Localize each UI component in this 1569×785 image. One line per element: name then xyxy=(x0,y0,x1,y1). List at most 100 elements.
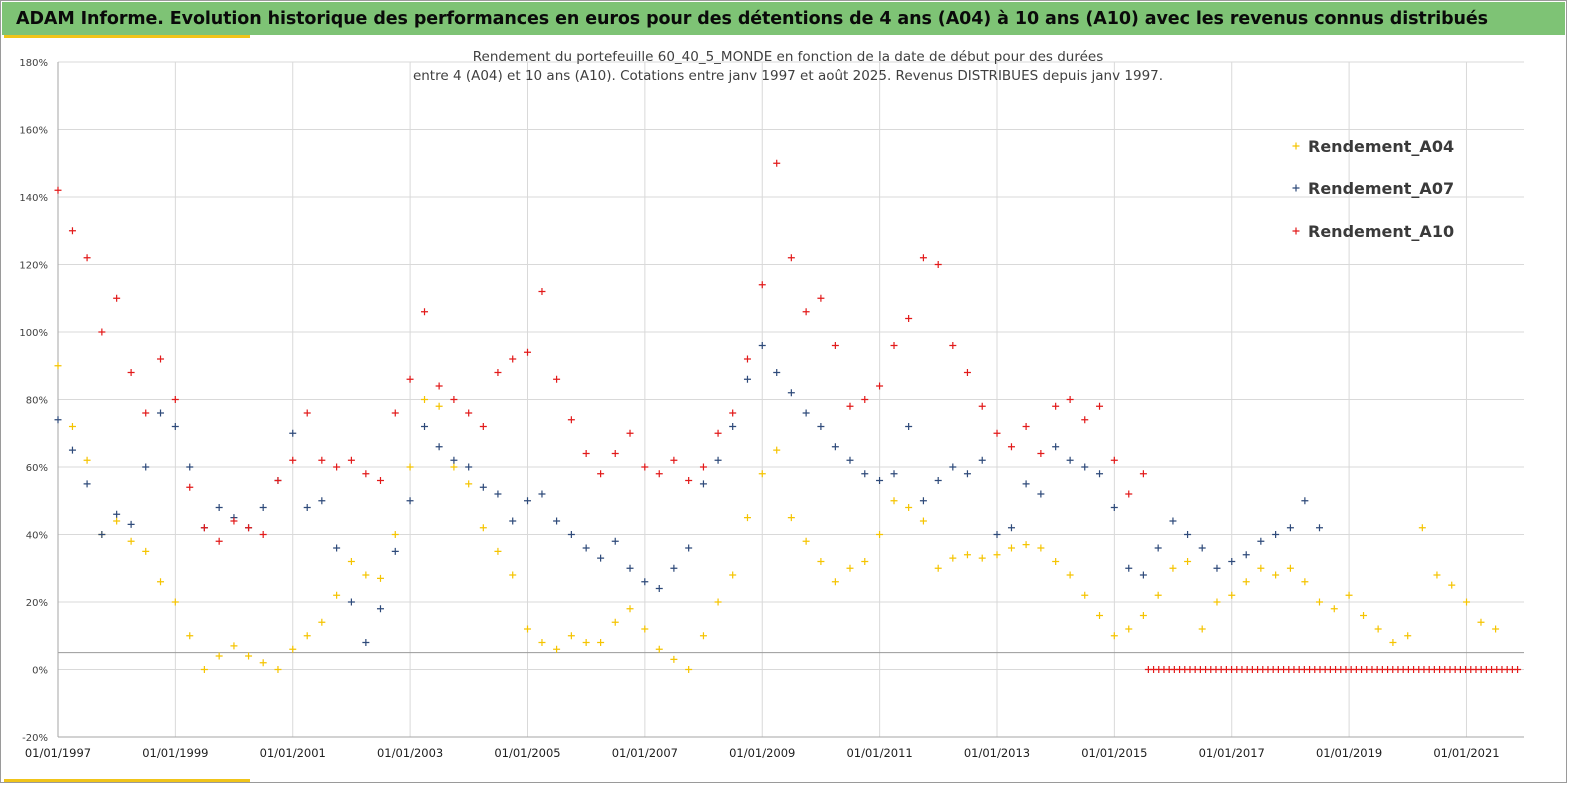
point-a07 xyxy=(626,564,634,572)
y-tick-label: -20% xyxy=(22,733,48,744)
point-a04 xyxy=(1257,564,1265,572)
point-a07 xyxy=(362,639,370,646)
point-a07 xyxy=(479,483,487,491)
point-a07 xyxy=(1184,531,1192,538)
point-a04 xyxy=(157,578,165,586)
point-a07 xyxy=(347,598,355,606)
point-a04 xyxy=(171,598,179,606)
x-tick-label: 01/01/2003 xyxy=(377,746,443,760)
point-a10-zero xyxy=(1514,666,1522,673)
point-a10 xyxy=(1037,450,1045,457)
point-a10 xyxy=(1110,456,1118,464)
point-a04 xyxy=(127,537,135,545)
point-a10 xyxy=(831,342,839,349)
point-a04 xyxy=(1286,564,1294,572)
point-a04 xyxy=(1125,625,1133,633)
point-a10 xyxy=(450,396,458,403)
point-a07 xyxy=(215,504,223,511)
point-a04 xyxy=(83,456,91,464)
point-a10 xyxy=(245,524,253,532)
point-a07 xyxy=(714,456,722,464)
point-a10 xyxy=(714,429,722,437)
data-points xyxy=(54,159,1500,673)
point-a07 xyxy=(318,497,326,505)
point-a10 xyxy=(1096,402,1104,410)
point-a07 xyxy=(861,470,869,478)
point-a07 xyxy=(1242,551,1250,559)
point-a10 xyxy=(729,409,737,417)
point-a10 xyxy=(1022,423,1030,430)
series-a10 xyxy=(54,159,1147,545)
point-a07 xyxy=(98,531,106,538)
chart-title: Rendement du portefeuille 60_40_5_MONDE … xyxy=(473,49,1103,65)
point-a10 xyxy=(157,355,165,363)
point-a04 xyxy=(831,578,839,586)
point-a07 xyxy=(259,504,267,511)
x-tick-label: 01/01/2019 xyxy=(1316,746,1382,760)
point-a07 xyxy=(465,463,473,471)
point-a07 xyxy=(1007,524,1015,532)
point-a10 xyxy=(318,456,326,464)
point-a10 xyxy=(993,429,1001,437)
point-a07 xyxy=(1081,463,1089,471)
point-a10 xyxy=(494,369,502,376)
point-a04 xyxy=(391,531,399,538)
point-a04 xyxy=(1242,578,1250,586)
point-a10 xyxy=(861,396,869,403)
point-a07 xyxy=(1198,544,1206,552)
point-a04 xyxy=(1315,598,1323,606)
point-a04 xyxy=(1360,612,1368,619)
point-a10 xyxy=(54,186,62,194)
point-a07 xyxy=(597,554,605,562)
point-a04 xyxy=(450,463,458,471)
point-a10 xyxy=(597,470,605,478)
point-a04 xyxy=(362,571,370,579)
point-a10 xyxy=(890,342,898,349)
point-a04 xyxy=(714,598,722,606)
point-a07 xyxy=(817,423,825,430)
point-a10 xyxy=(699,463,707,471)
point-a04 xyxy=(1301,578,1309,586)
point-a07 xyxy=(1096,470,1104,478)
point-a10 xyxy=(655,470,663,478)
point-a04 xyxy=(215,652,223,660)
x-tick-label: 01/01/2005 xyxy=(494,746,560,760)
point-a10 xyxy=(362,470,370,478)
point-a07 xyxy=(699,480,707,488)
point-a10 xyxy=(963,369,971,376)
point-a04 xyxy=(685,666,693,673)
point-a07 xyxy=(1022,480,1030,488)
point-a04 xyxy=(699,632,707,640)
point-a10 xyxy=(391,409,399,417)
point-a04 xyxy=(1198,625,1206,633)
page-title: ADAM Informe. Evolution historique des p… xyxy=(16,9,1489,29)
x-tick-label: 01/01/2013 xyxy=(964,746,1030,760)
x-tick-label: 01/01/2017 xyxy=(1199,746,1265,760)
point-a04 xyxy=(1228,591,1236,599)
point-a10 xyxy=(113,294,121,302)
point-a10 xyxy=(670,456,678,464)
point-a04 xyxy=(509,571,517,579)
point-a07 xyxy=(670,564,678,572)
point-a07 xyxy=(333,544,341,552)
point-a10 xyxy=(259,531,267,538)
point-a10 xyxy=(949,342,957,349)
point-a10 xyxy=(200,524,208,532)
point-a04 xyxy=(641,625,649,633)
point-a04 xyxy=(435,402,443,410)
y-tick-label: 0% xyxy=(32,666,48,677)
point-a07 xyxy=(1315,524,1323,532)
point-a07 xyxy=(391,547,399,555)
point-a07 xyxy=(758,342,766,349)
point-a10 xyxy=(919,254,927,262)
point-a10 xyxy=(1139,470,1147,478)
point-a10 xyxy=(509,355,517,363)
point-a10 xyxy=(538,288,546,295)
point-a07 xyxy=(611,537,619,545)
x-tick-label: 01/01/2021 xyxy=(1433,746,1499,760)
point-a07 xyxy=(1301,497,1309,505)
point-a07 xyxy=(905,423,913,430)
a10-zero-segment xyxy=(1144,666,1522,673)
legend-marker-a07 xyxy=(1292,184,1300,192)
